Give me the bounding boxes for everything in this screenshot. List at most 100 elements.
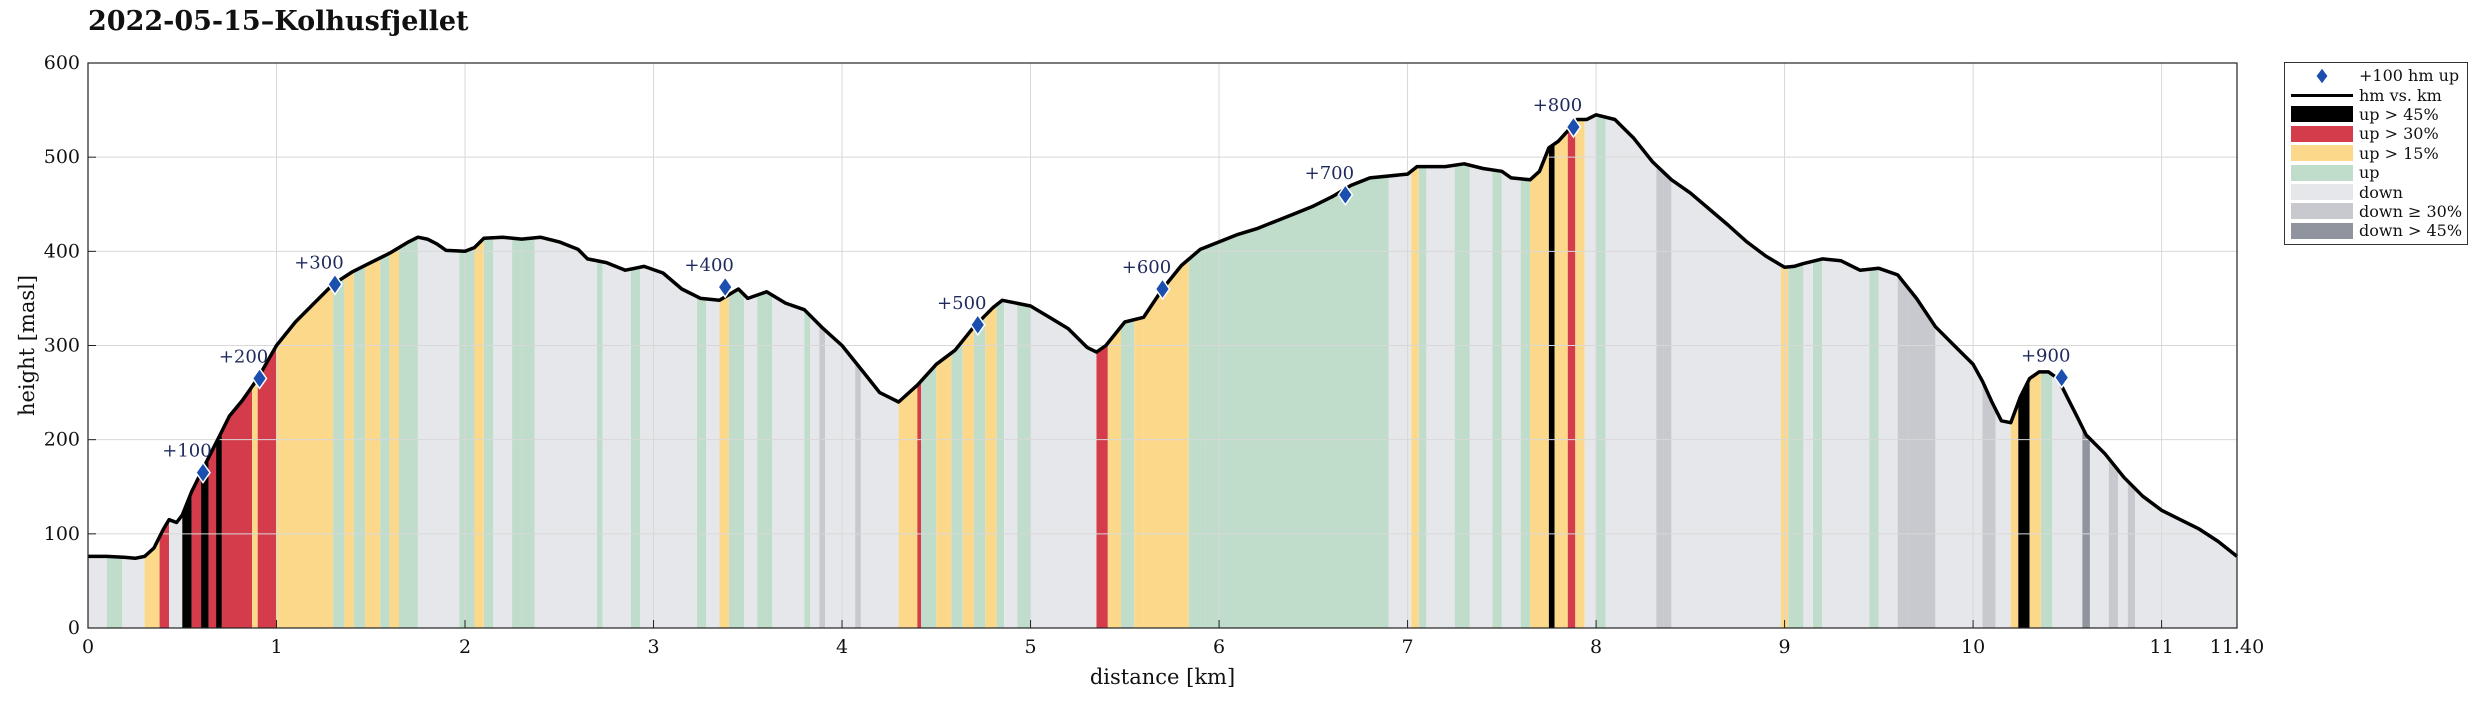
- x-tick-label: 1: [270, 636, 282, 658]
- chart-title: 2022-05-15–Kolhusfjellet: [88, 6, 469, 37]
- legend-label: hm vs. km: [2359, 85, 2442, 105]
- legend-item: up > 30%: [2285, 124, 2467, 143]
- segment-up15: [1411, 114, 1419, 628]
- segment-down30: [1663, 114, 1672, 628]
- legend-label: up > 15%: [2359, 143, 2439, 163]
- segment-up: [353, 114, 366, 628]
- legend-label: up: [2359, 163, 2380, 183]
- legend-label: down ≥ 30%: [2359, 201, 2463, 221]
- legend-swatch: [2291, 125, 2353, 142]
- legend-swatch: [2291, 106, 2353, 123]
- profile-line: [88, 113, 2239, 561]
- y-tick-label: 400: [44, 240, 80, 262]
- grid-lines: [88, 63, 2237, 628]
- segment-up: [1454, 114, 1470, 628]
- marker-label: +100: [162, 441, 211, 462]
- segment-down: [1501, 114, 1521, 628]
- segment-up: [1492, 114, 1502, 628]
- legend-swatch: [2291, 222, 2353, 239]
- segment-up: [804, 114, 810, 628]
- segment-up15: [474, 114, 484, 628]
- legend-item: up: [2285, 163, 2467, 182]
- segment-up45: [1548, 114, 1555, 628]
- segment-down30: [1897, 114, 1908, 628]
- y-tick-label: 200: [44, 429, 80, 451]
- segment-down: [1584, 114, 1597, 628]
- x-tick-label: 5: [1024, 636, 1036, 658]
- marker-label: +200: [219, 346, 268, 367]
- marker-diamond-icon: [717, 275, 734, 299]
- x-tick-label: 7: [1402, 636, 1414, 658]
- legend-swatch: [2291, 164, 2353, 181]
- segment-up15: [962, 114, 974, 628]
- segment-up: [1596, 114, 1606, 628]
- segment-up15: [1530, 114, 1549, 628]
- marker-diamond-icon: [969, 313, 986, 337]
- legend-item: up > 45%: [2285, 105, 2467, 124]
- segment-up: [521, 114, 535, 628]
- legend-swatch: [2291, 184, 2353, 201]
- segment-up15: [719, 114, 729, 628]
- x-tick-label: 11: [2150, 636, 2174, 658]
- marker-label: +500: [937, 293, 986, 314]
- marker-label: +800: [1533, 95, 1582, 116]
- marker-label: +400: [684, 255, 733, 276]
- segment-up15: [985, 114, 997, 628]
- legend-item: hm vs. km: [2285, 85, 2467, 105]
- marker-diamond-icon: [1565, 115, 1582, 139]
- y-tick-label: 0: [68, 617, 80, 639]
- segment-up: [1520, 114, 1531, 628]
- segment-up15: [389, 114, 399, 628]
- y-tick-label: 500: [44, 146, 80, 168]
- legend-item: up > 15%: [2285, 144, 2467, 163]
- marker-diamond-icon: [1337, 183, 1354, 207]
- marker-diamond-icon: [1154, 277, 1171, 301]
- legend-label: up > 30%: [2359, 124, 2439, 144]
- legend: +100 hm up hm vs. km up > 45% up > 30% up > …: [2284, 62, 2468, 245]
- segment-down: [1388, 114, 1412, 628]
- y-tick-label: 300: [44, 335, 80, 357]
- segment-up: [483, 114, 494, 628]
- legend-swatch: [2291, 203, 2353, 220]
- legend-item: down: [2285, 182, 2467, 202]
- segment-up: [951, 114, 963, 628]
- y-axis-label: height [masl]: [15, 275, 39, 416]
- x-tick-label: 10: [1961, 636, 1985, 658]
- x-tick-label: 11.40: [2210, 636, 2264, 658]
- x-tick-label: 9: [1779, 636, 1791, 658]
- marker-label: +300: [294, 252, 343, 273]
- segment-down: [1803, 114, 1813, 628]
- segment-down: [493, 114, 513, 628]
- legend-item: down ≥ 30%: [2285, 202, 2467, 221]
- segment-down30: [1656, 114, 1664, 628]
- y-tick-label: 600: [44, 52, 80, 74]
- segment-up15: [1554, 114, 1568, 628]
- x-tick-label: 2: [459, 636, 471, 658]
- marker-diamond-icon: [327, 272, 343, 296]
- marker-diamond-icon: [195, 461, 211, 484]
- x-tick-label: 0: [82, 636, 94, 658]
- segment-up: [380, 114, 390, 628]
- legend-item: +100 hm up: [2285, 66, 2467, 85]
- legend-label: up > 45%: [2359, 104, 2439, 124]
- segment-up: [696, 114, 707, 628]
- x-tick-label: 6: [1213, 636, 1225, 658]
- x-tick-label: 4: [836, 636, 848, 658]
- segment-up: [597, 114, 603, 628]
- marker-label: +700: [1305, 163, 1354, 184]
- segment-up15: [344, 114, 354, 628]
- segment-up: [974, 114, 986, 628]
- segment-down: [1469, 114, 1493, 628]
- segment-down30: [855, 114, 861, 628]
- y-tick-label: 100: [44, 523, 80, 545]
- segment-down: [1426, 114, 1455, 628]
- segment-up30: [1096, 114, 1108, 628]
- elevation-markers: +100 +200 +300 +400 +500 +600 +700 +800 +900: [162, 95, 2070, 484]
- marker-diamond-icon: [251, 367, 268, 390]
- segment-up: [630, 114, 641, 628]
- legend-label: down: [2359, 182, 2403, 202]
- legend-swatch: [2291, 87, 2353, 103]
- legend-label: +100 hm up: [2359, 66, 2460, 86]
- marker-label: +600: [1122, 257, 1171, 278]
- axis-ticks: 0 1 2 3 4 5 6 7 8 9 10 11 11.40 0 100 200 300 400 500 600: [44, 52, 2264, 658]
